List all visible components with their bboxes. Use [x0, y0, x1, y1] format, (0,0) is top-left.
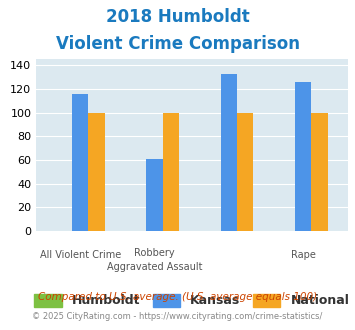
Text: Violent Crime Comparison: Violent Crime Comparison: [55, 35, 300, 53]
Bar: [311, 113, 328, 231]
Bar: [221, 74, 237, 231]
Text: Compared to U.S. average. (U.S. average equals 100): Compared to U.S. average. (U.S. average …: [38, 292, 317, 302]
Bar: [295, 82, 311, 231]
Bar: [72, 94, 88, 231]
Bar: [163, 113, 179, 231]
Legend: Humboldt, Kansas, National: Humboldt, Kansas, National: [29, 289, 354, 313]
Bar: [88, 113, 105, 231]
Text: Aggravated Assault: Aggravated Assault: [107, 262, 202, 272]
Text: © 2025 CityRating.com - https://www.cityrating.com/crime-statistics/: © 2025 CityRating.com - https://www.city…: [32, 312, 323, 321]
Text: Rape: Rape: [291, 250, 316, 260]
Text: 2018 Humboldt: 2018 Humboldt: [106, 8, 249, 26]
Bar: [146, 159, 163, 231]
Text: All Violent Crime: All Violent Crime: [39, 250, 121, 260]
Bar: [237, 113, 253, 231]
Text: Robbery: Robbery: [134, 248, 175, 258]
